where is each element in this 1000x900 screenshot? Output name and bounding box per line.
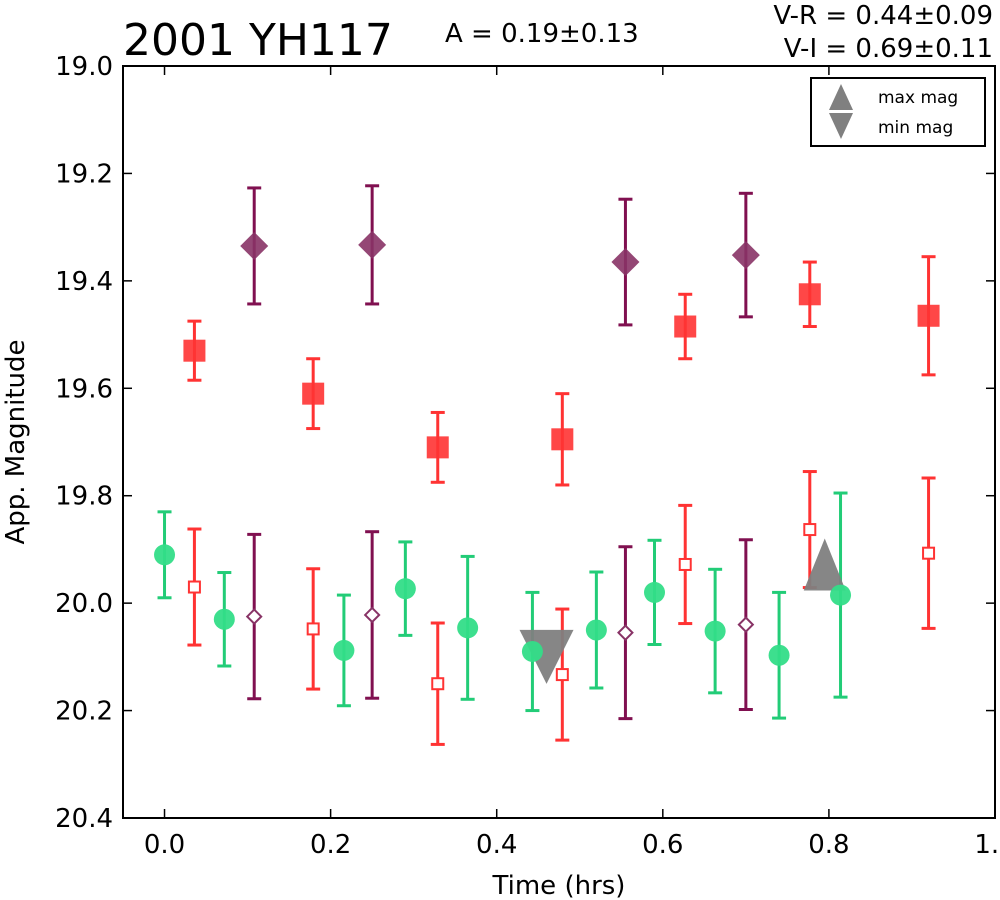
point-s1-p3 (731, 241, 760, 270)
x-tick-label-5: 1.0 (974, 830, 1000, 860)
point-s3-p3 (555, 668, 569, 682)
max-mag-marker (803, 538, 846, 591)
point-s1-p2 (611, 248, 640, 277)
point-s2-p10 (830, 584, 852, 606)
color-index-vr: V-R = 0.44±0.09 (773, 1, 993, 31)
point-s2-p7 (644, 581, 666, 603)
y-tick-label-2: 19.4 (55, 267, 113, 297)
point-s4-p3 (737, 616, 755, 634)
plot-frame (122, 65, 996, 819)
point-s2-p8 (704, 620, 726, 642)
point-s4-p2 (617, 624, 634, 642)
point-s0-p1 (302, 382, 325, 405)
y-tick-label-1: 19.2 (55, 159, 113, 189)
point-s0-p5 (798, 283, 821, 306)
point-s2-p5 (521, 640, 543, 662)
legend: max mag min mag (810, 77, 986, 147)
legend-min-mag-icon (829, 113, 853, 139)
y-tick-label-7: 20.4 (55, 804, 113, 834)
point-s0-p3 (551, 428, 574, 451)
point-s3-p6 (922, 546, 936, 560)
point-s1-p1 (358, 230, 387, 259)
y-tick-label-5: 20.0 (55, 589, 113, 619)
point-s0-p2 (426, 436, 449, 459)
x-tick-label-3: 0.6 (642, 830, 683, 860)
point-s3-p1 (306, 622, 320, 636)
color-index-vi: V-I = 0.69±0.11 (784, 34, 993, 64)
point-s2-p2 (333, 639, 355, 661)
point-s2-p9 (768, 644, 790, 666)
amplitude-text: A = 0.19±0.13 (445, 19, 639, 49)
point-s3-p2 (431, 677, 445, 691)
y-tick-label-3: 19.6 (55, 374, 113, 404)
y-axis-label: App. Magnitude (1, 339, 31, 544)
x-tick-label-0: 0.0 (144, 830, 185, 860)
x-axis-label: Time (hrs) (492, 871, 626, 900)
legend-label-max: max mag (878, 88, 958, 108)
point-s3-p5 (803, 523, 817, 537)
point-s2-p1 (213, 608, 235, 630)
point-s0-p4 (674, 315, 697, 338)
point-s2-p0 (154, 544, 176, 566)
y-tick-label-0: 19.0 (55, 52, 113, 82)
point-s2-p4 (457, 617, 479, 639)
point-s4-p1 (363, 606, 381, 624)
legend-label-min: min mag (878, 118, 953, 138)
axis-ticks: 0.0 0.2 0.4 0.6 0.8 1.0 19.0 19.2 19.4 19.6 19.8 20… (55, 52, 1000, 860)
point-s1-p0 (240, 231, 269, 260)
x-tick-label-1: 0.2 (310, 830, 351, 860)
point-s3-p0 (187, 580, 201, 594)
point-s3-p4 (678, 557, 692, 571)
plot-area (154, 184, 940, 746)
x-tick-label-2: 0.4 (476, 830, 517, 860)
point-s2-p3 (394, 578, 416, 600)
chart-title: 2001 YH117 (123, 15, 393, 66)
point-s4-p0 (245, 608, 263, 625)
x-tick-label-4: 0.8 (808, 830, 849, 860)
y-tick-label-6: 20.2 (55, 697, 113, 727)
y-tick-label-4: 19.8 (55, 482, 113, 512)
point-s0-p0 (183, 339, 206, 362)
legend-max-mag-icon (829, 84, 853, 110)
point-s0-p6 (917, 304, 940, 327)
point-s2-p6 (585, 619, 607, 641)
